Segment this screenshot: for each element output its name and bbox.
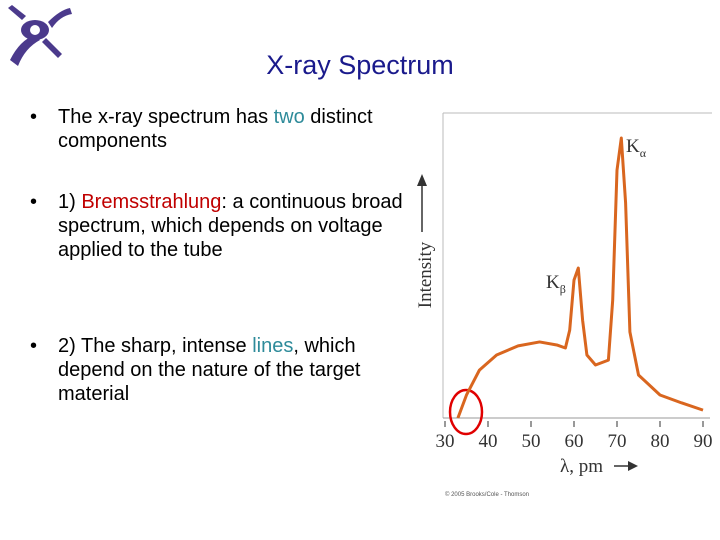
annotation-sub: β — [560, 282, 566, 296]
bullet: • 2) The sharp, intense lines, which depe… — [30, 334, 415, 406]
bullet-dot: • — [30, 191, 38, 213]
bullet-text: The x-ray spectrum has two distinct comp… — [58, 105, 415, 153]
text-run: : a continuous broad spectrum, which dep… — [58, 191, 403, 261]
annotation-text: K — [626, 136, 640, 157]
bullet: • The x-ray spectrum has two distinct com… — [30, 105, 415, 153]
x-tick-label: 70 — [608, 431, 627, 452]
highlight-circle — [448, 388, 484, 436]
x-tick-label: 90 — [694, 431, 713, 452]
x-tick-label: 60 — [565, 431, 584, 452]
annotation-text: K — [546, 272, 560, 293]
bullet-dot: • — [30, 106, 38, 128]
bullet-dot: • — [30, 335, 38, 357]
x-tick-label: 80 — [651, 431, 670, 452]
text-run: distinct components — [58, 106, 373, 152]
title: X-ray Spectrum — [266, 50, 454, 80]
text-run: 1) — [58, 191, 82, 213]
x-tick-label: 50 — [522, 431, 541, 452]
text-run: two — [273, 106, 305, 128]
x-arrow-head — [628, 461, 638, 471]
bullet-text: 2) The sharp, intense lines, which depen… — [58, 334, 415, 406]
text-run: 2) The sharp, intense — [58, 335, 253, 357]
y-arrow-head — [417, 174, 427, 186]
spectrum-line — [456, 136, 704, 419]
logo — [8, 5, 72, 66]
bullet-text: 1) Bremsstrahlung: a continuous broad sp… — [58, 190, 415, 262]
y-axis-label: Intensity — [415, 241, 436, 308]
annotation: Kβ — [546, 272, 566, 296]
annotation-sub: α — [640, 146, 647, 160]
text-run: Bremsstrahlung — [81, 191, 222, 213]
x-tick-label: 30 — [436, 431, 455, 452]
bullet: • 1) Bremsstrahlung: a continuous broad s… — [30, 190, 415, 262]
text-run: , which depend on the nature of the targ… — [58, 335, 361, 405]
x-tick-label: 40 — [479, 431, 498, 452]
text-run: lines — [252, 335, 294, 357]
text-run: The x-ray spectrum has — [58, 106, 274, 128]
x-axis-label: λ, pm — [560, 456, 603, 477]
annotation: Kα — [626, 136, 647, 160]
credit: © 2005 Brooks/Cole - Thomson — [445, 491, 529, 498]
